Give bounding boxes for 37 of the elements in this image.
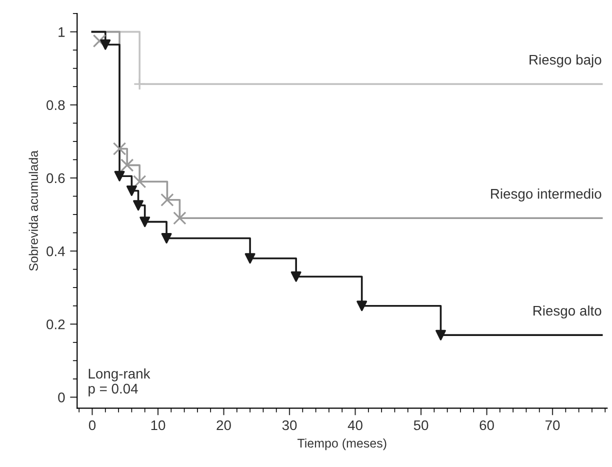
- point: [92, 34, 106, 48]
- point: [133, 78, 146, 90]
- point: [173, 212, 186, 225]
- point: [290, 271, 302, 282]
- series-label: Riesgo alto: [534, 305, 602, 318]
- point: [436, 330, 446, 340]
- x-tick-label: 10: [151, 420, 166, 430]
- y-axis-title: Sobrevida acumulada: [28, 150, 38, 271]
- point: [161, 233, 172, 244]
- point: [133, 200, 144, 211]
- series-label: Riesgo bajo: [530, 54, 602, 68]
- point: [132, 174, 146, 188]
- y-tick-label: 0.6: [46, 173, 65, 184]
- y-tick-label: 0: [58, 392, 65, 402]
- y-tick-label: 0.4: [46, 246, 65, 256]
- point: [160, 193, 174, 207]
- y-tick-label: 1: [58, 27, 65, 37]
- point: [244, 253, 256, 264]
- x-tick-label: 70: [546, 420, 560, 430]
- x-tick-label: 40: [348, 420, 362, 430]
- annotation: Long-rank p = 0.04: [88, 368, 150, 396]
- y-tick-label: 0.8: [46, 100, 65, 110]
- point: [140, 216, 150, 228]
- x-tick-label: 20: [216, 420, 231, 430]
- point: [100, 39, 111, 50]
- series-label: Riesgo intermedio: [491, 188, 602, 202]
- point: [120, 158, 134, 172]
- x-tick-label: 30: [282, 420, 297, 430]
- x-tick-label: 50: [414, 420, 428, 430]
- x-tick-label: 60: [480, 420, 494, 430]
- x-tick-label: 0: [88, 420, 96, 430]
- point: [112, 142, 126, 156]
- x-axis-title: Tiempo (meses): [297, 438, 386, 450]
- point: [126, 186, 137, 196]
- point: [114, 170, 125, 182]
- point: [356, 300, 368, 312]
- y-tick-label: 0.2: [46, 319, 65, 330]
